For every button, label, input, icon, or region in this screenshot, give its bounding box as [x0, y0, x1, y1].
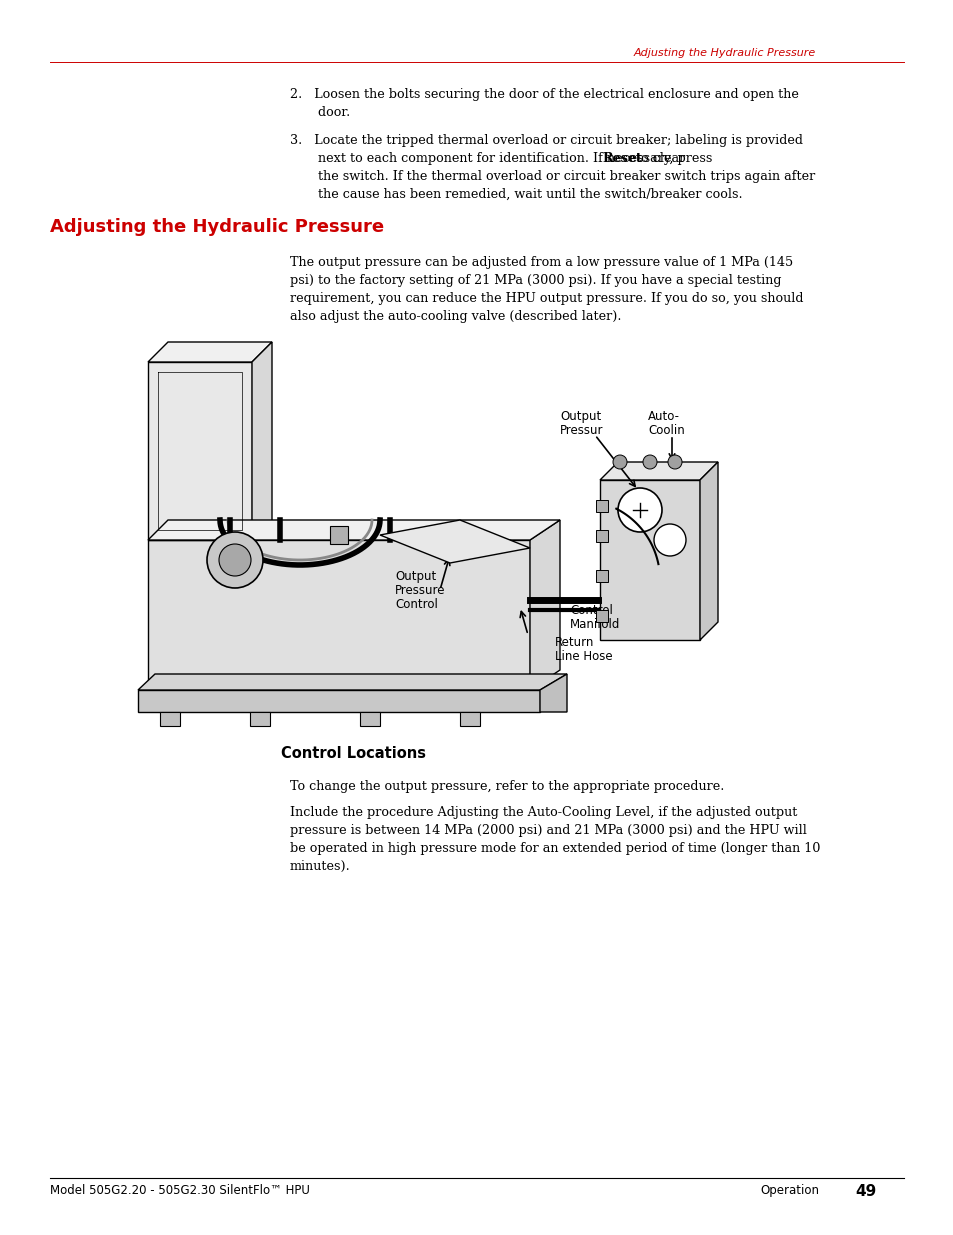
Bar — [459, 713, 479, 726]
Text: pressure is between 14 MPa (2000 psi) and 21 MPa (3000 psi) and the HPU will: pressure is between 14 MPa (2000 psi) an… — [290, 824, 806, 837]
Polygon shape — [599, 462, 718, 480]
Text: also adjust the auto-cooling valve (described later).: also adjust the auto-cooling valve (desc… — [290, 310, 620, 324]
Polygon shape — [252, 342, 272, 540]
Text: Model 505G2.20 - 505G2.30 SilentFlo™ HPU: Model 505G2.20 - 505G2.30 SilentFlo™ HPU — [50, 1184, 310, 1197]
Polygon shape — [138, 674, 566, 690]
Bar — [138, 690, 539, 713]
Bar — [599, 480, 700, 640]
Text: Operation: Operation — [760, 1184, 818, 1197]
Bar — [330, 526, 348, 543]
Polygon shape — [148, 342, 272, 362]
Text: be operated in high pressure mode for an extended period of time (longer than 10: be operated in high pressure mode for an… — [290, 842, 820, 855]
Text: door.: door. — [290, 106, 350, 119]
Circle shape — [667, 454, 681, 469]
Bar — [148, 540, 530, 690]
Text: To change the output pressure, refer to the appropriate procedure.: To change the output pressure, refer to … — [290, 781, 723, 793]
Text: Control: Control — [395, 598, 437, 611]
Bar — [596, 500, 607, 513]
Text: Adjusting the Hydraulic Pressure: Adjusting the Hydraulic Pressure — [50, 219, 384, 236]
Text: Coolin: Coolin — [647, 424, 684, 437]
Text: Include the procedure Adjusting the Auto-Cooling Level, if the adjusted output: Include the procedure Adjusting the Auto… — [290, 806, 797, 819]
Text: 2.   Loosen the bolts securing the door of the electrical enclosure and open the: 2. Loosen the bolts securing the door of… — [290, 88, 798, 101]
Bar — [596, 610, 607, 622]
Bar — [148, 362, 252, 540]
Text: Control: Control — [569, 604, 612, 618]
Bar — [250, 713, 270, 726]
Text: Pressur: Pressur — [559, 424, 603, 437]
Text: the cause has been remedied, wait until the switch/breaker cools.: the cause has been remedied, wait until … — [290, 188, 741, 201]
Circle shape — [207, 532, 263, 588]
Text: psi) to the factory setting of 21 MPa (3000 psi). If you have a special testing: psi) to the factory setting of 21 MPa (3… — [290, 274, 781, 287]
Text: Auto-: Auto- — [647, 410, 679, 424]
Bar — [359, 713, 379, 726]
Circle shape — [618, 488, 661, 532]
Text: requirement, you can reduce the HPU output pressure. If you do so, you should: requirement, you can reduce the HPU outp… — [290, 291, 802, 305]
Polygon shape — [148, 520, 559, 540]
Text: Line Hose: Line Hose — [555, 650, 612, 663]
Text: Return: Return — [555, 636, 594, 650]
Text: the switch. If the thermal overload or circuit breaker switch trips again after: the switch. If the thermal overload or c… — [290, 170, 815, 183]
Text: minutes).: minutes). — [290, 860, 351, 873]
Text: 3.   Locate the tripped thermal overload or circuit breaker; labeling is provide: 3. Locate the tripped thermal overload o… — [290, 135, 802, 147]
Bar — [160, 713, 180, 726]
Polygon shape — [700, 462, 718, 640]
Text: Adjusting the Hydraulic Pressure: Adjusting the Hydraulic Pressure — [634, 48, 816, 58]
Bar — [596, 530, 607, 542]
Bar — [596, 571, 607, 582]
Text: The output pressure can be adjusted from a low pressure value of 1 MPa (145: The output pressure can be adjusted from… — [290, 256, 792, 269]
Circle shape — [642, 454, 657, 469]
Text: to clear: to clear — [631, 152, 684, 165]
Circle shape — [654, 524, 685, 556]
Text: next to each component for identification. If necessary, press: next to each component for identificatio… — [290, 152, 716, 165]
Polygon shape — [539, 674, 566, 713]
Polygon shape — [379, 520, 530, 563]
Polygon shape — [530, 520, 559, 690]
Circle shape — [613, 454, 626, 469]
Text: Manifold: Manifold — [569, 618, 619, 631]
Text: Control Locations: Control Locations — [281, 746, 426, 761]
Text: Pressure: Pressure — [395, 584, 445, 597]
Text: Reset: Reset — [601, 152, 641, 165]
Text: 49: 49 — [854, 1184, 876, 1199]
Text: Output: Output — [395, 571, 436, 583]
Text: Output: Output — [559, 410, 600, 424]
Circle shape — [219, 543, 251, 576]
